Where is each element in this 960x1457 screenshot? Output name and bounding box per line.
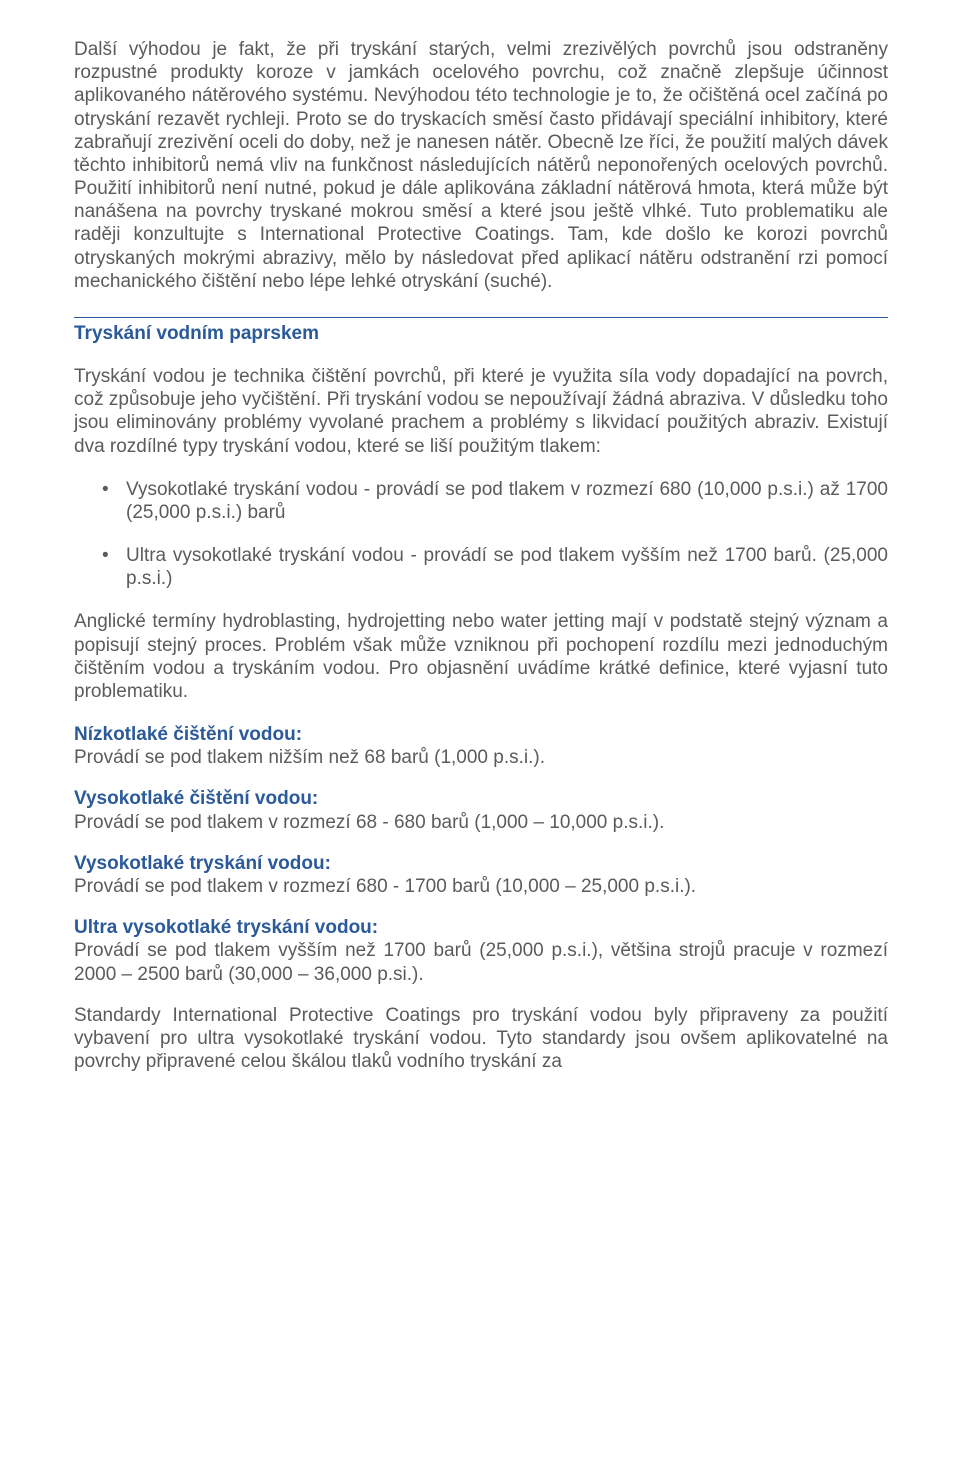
section-paragraph-3: Standardy International Protective Coati… xyxy=(74,1004,888,1074)
definition-group: Vysokotlaké čištění vodou: Provádí se po… xyxy=(74,787,888,833)
section-heading: Tryskání vodním paprskem xyxy=(74,322,888,345)
section-divider xyxy=(74,317,888,318)
bullet-list: Vysokotlaké tryskání vodou - provádí se … xyxy=(74,478,888,591)
definition-title: Vysokotlaké čištění vodou: xyxy=(74,787,888,810)
document-page: Další výhodou je fakt, že při tryskání s… xyxy=(0,0,960,1457)
definition-title: Vysokotlaké tryskání vodou: xyxy=(74,852,888,875)
definition-title: Ultra vysokotlaké tryskání vodou: xyxy=(74,916,888,939)
bullet-item: Vysokotlaké tryskání vodou - provádí se … xyxy=(74,478,888,524)
definition-text: Provádí se pod tlakem vyšším než 1700 ba… xyxy=(74,939,888,985)
definition-group: Ultra vysokotlaké tryskání vodou: Provád… xyxy=(74,916,888,986)
section-paragraph-1: Tryskání vodou je technika čištění povrc… xyxy=(74,365,888,458)
intro-paragraph: Další výhodou je fakt, že při tryskání s… xyxy=(74,38,888,293)
definition-text: Provádí se pod tlakem nižším než 68 barů… xyxy=(74,746,888,769)
section-paragraph-2: Anglické termíny hydroblasting, hydrojet… xyxy=(74,610,888,703)
definition-title: Nízkotlaké čištění vodou: xyxy=(74,723,888,746)
bullet-item: Ultra vysokotlaké tryskání vodou - prová… xyxy=(74,544,888,590)
definition-text: Provádí se pod tlakem v rozmezí 680 - 17… xyxy=(74,875,888,898)
definition-group: Vysokotlaké tryskání vodou: Provádí se p… xyxy=(74,852,888,898)
definition-group: Nízkotlaké čištění vodou: Provádí se pod… xyxy=(74,723,888,769)
definition-text: Provádí se pod tlakem v rozmezí 68 - 680… xyxy=(74,811,888,834)
